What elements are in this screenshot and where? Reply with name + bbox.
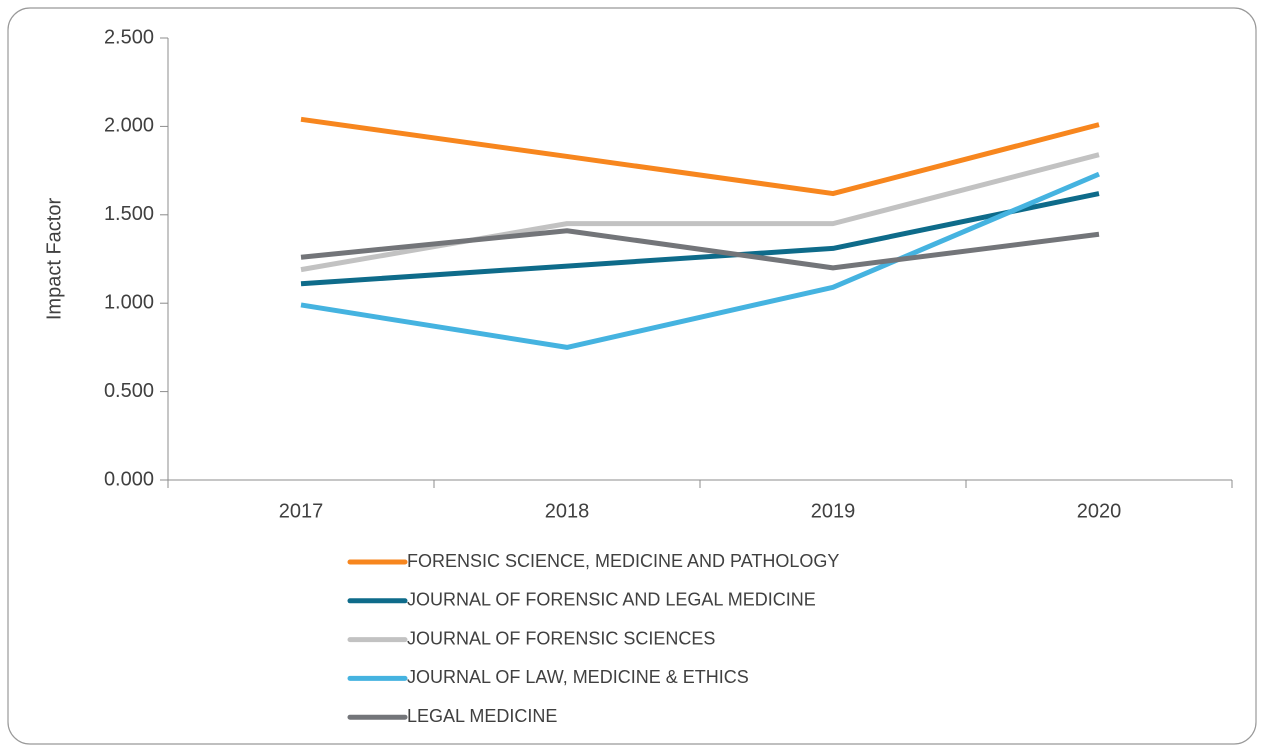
y-axis-label: Impact Factor: [43, 198, 65, 321]
x-tick-label: 2020: [1077, 500, 1122, 522]
frame: [7, 7, 1257, 745]
x-tick-label: 2019: [811, 500, 856, 522]
series-line: [300, 152, 1100, 273]
legend-label: JOURNAL OF LAW, MEDICINE & ETHICS: [407, 667, 749, 687]
series-line: [300, 228, 1100, 271]
x-tick-label: 2018: [545, 500, 590, 522]
legend-label: FORENSIC SCIENCE, MEDICINE AND PATHOLOGY: [407, 551, 839, 571]
y-tick-label: 2.500: [104, 26, 154, 48]
legend-label: LEGAL MEDICINE: [407, 706, 557, 726]
legend-label: JOURNAL OF FORENSIC SCIENCES: [407, 628, 715, 648]
y-tick-label: 0.500: [104, 380, 154, 402]
y-tick-label: 2.000: [104, 115, 154, 137]
series-line: [300, 171, 1100, 350]
series-line: [300, 191, 1100, 287]
legend-label: JOURNAL OF FORENSIC AND LEGAL MEDICINE: [407, 590, 816, 610]
y-tick-label: 0.000: [104, 468, 154, 490]
y-tick-label: 1.500: [104, 203, 154, 225]
series-line: [300, 116, 1100, 197]
x-tick-label: 2017: [279, 500, 324, 522]
y-tick-label: 1.000: [104, 291, 154, 313]
